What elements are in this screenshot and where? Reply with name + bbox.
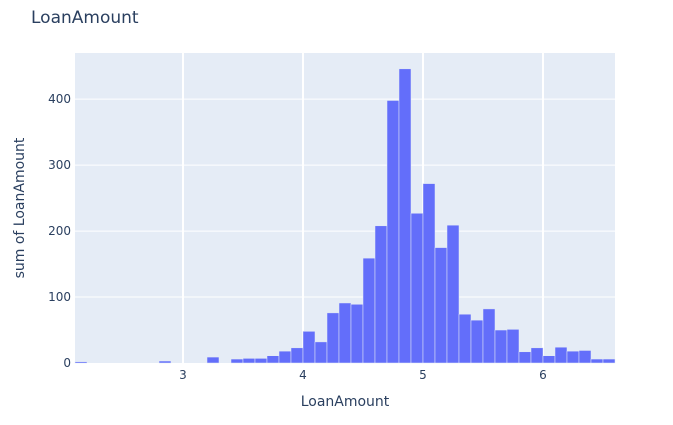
- histogram-bar: [158, 360, 172, 364]
- x-tick-label: 3: [179, 368, 187, 382]
- y-tick-label: 300: [48, 158, 71, 172]
- histogram-bar: [590, 358, 604, 364]
- y-tick-label: 100: [48, 290, 71, 304]
- histogram-bar: [518, 351, 532, 364]
- y-tick-labels: 0 100 200 300 400: [48, 92, 71, 370]
- histogram-bar: [482, 308, 496, 364]
- histogram-bars: [74, 68, 616, 364]
- histogram-bar: [362, 257, 376, 364]
- histogram-bar: [314, 341, 328, 364]
- histogram-bar: [422, 183, 436, 364]
- histogram-bar: [338, 302, 352, 364]
- histogram-bar: [374, 225, 388, 364]
- histogram-bar: [494, 329, 508, 364]
- histogram-bar: [530, 347, 544, 364]
- histogram-bar: [290, 347, 304, 364]
- x-tick-label: 6: [539, 368, 547, 382]
- histogram-bar: [398, 68, 412, 364]
- histogram-bar: [506, 329, 520, 364]
- histogram-bar: [554, 346, 568, 364]
- histogram-bar: [266, 355, 280, 364]
- histogram-bar: [410, 213, 424, 364]
- histogram-bar: [302, 331, 316, 364]
- x-tick-label: 5: [419, 368, 427, 382]
- histogram-bar: [242, 358, 256, 364]
- histogram-bar: [578, 350, 592, 364]
- histogram-bar: [458, 313, 472, 364]
- histogram-bar: [230, 358, 244, 364]
- histogram-bar: [206, 356, 220, 364]
- chart-title: LoanAmount: [31, 8, 139, 28]
- histogram-bar: [542, 355, 556, 364]
- x-tick-labels: 3 4 5 6: [179, 368, 547, 382]
- histogram-bar: [602, 358, 616, 364]
- y-axis-title: sum of LoanAmount: [12, 137, 28, 278]
- histogram-bar: [326, 312, 340, 364]
- histogram-bar: [350, 304, 364, 364]
- y-tick-label: 200: [48, 224, 71, 238]
- histogram-bar: [386, 100, 400, 364]
- y-tick-label: 0: [63, 356, 71, 370]
- histogram-bar: [434, 247, 448, 364]
- x-tick-label: 4: [299, 368, 307, 382]
- histogram-bar: [566, 350, 580, 364]
- y-tick-label: 400: [48, 92, 71, 106]
- histogram-bar: [74, 361, 88, 364]
- histogram-bar: [278, 350, 292, 364]
- histogram-bar: [446, 224, 460, 364]
- y-gridlines: [75, 98, 615, 298]
- histogram-bar: [254, 358, 268, 364]
- histogram-bar: [470, 319, 484, 364]
- x-axis-title: LoanAmount: [301, 394, 390, 410]
